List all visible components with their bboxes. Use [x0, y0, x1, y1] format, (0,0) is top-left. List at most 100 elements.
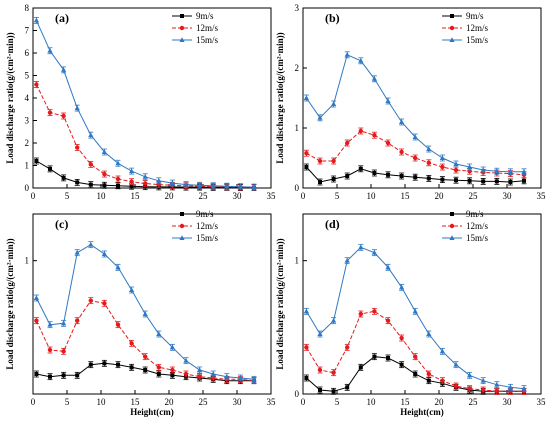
data-point — [426, 160, 431, 165]
data-point — [224, 183, 230, 189]
data-point — [304, 376, 309, 380]
data-point — [439, 348, 445, 354]
data-point — [331, 370, 336, 375]
x-tick-label: 15 — [401, 191, 411, 201]
panel-label: (d) — [325, 217, 340, 231]
data-point — [358, 244, 364, 250]
data-point — [156, 178, 162, 183]
data-point — [75, 373, 80, 378]
data-point — [317, 367, 323, 373]
data-point — [480, 167, 486, 172]
data-point — [102, 361, 107, 366]
series-line — [305, 246, 525, 390]
panel-2: 0 5 10 15 20 25 30 35 1 Load discharge ratio(g/(c… — [5, 209, 276, 417]
data-point — [494, 389, 499, 394]
data-point — [413, 372, 418, 376]
data-point — [372, 309, 377, 314]
data-point — [142, 311, 148, 316]
data-point — [47, 347, 53, 353]
x-tick-label: 15 — [131, 191, 141, 201]
data-point — [331, 389, 336, 394]
data-point — [399, 362, 404, 367]
data-point — [426, 176, 431, 181]
data-point — [169, 344, 175, 350]
data-point — [47, 47, 53, 53]
legend-marker — [449, 223, 455, 229]
data-point — [47, 110, 53, 115]
x-tick-label: 35 — [267, 397, 277, 407]
data-point — [521, 385, 527, 391]
y-tick-label: 6 — [25, 48, 30, 58]
data-point — [304, 345, 309, 350]
data-point — [371, 249, 377, 255]
data-point — [440, 164, 445, 170]
data-point — [101, 251, 107, 256]
data-point — [453, 167, 459, 173]
y-tick-label: 0 — [295, 183, 300, 193]
y-tick-label: 1 — [25, 161, 30, 171]
data-point — [183, 181, 189, 187]
data-point — [303, 308, 309, 314]
series-line — [35, 20, 255, 188]
data-point — [34, 318, 39, 323]
data-point — [197, 182, 203, 188]
legend-marker — [179, 223, 185, 229]
data-point — [115, 160, 121, 166]
data-point — [331, 317, 337, 323]
data-point — [331, 101, 337, 106]
data-point — [318, 180, 322, 184]
data-point — [183, 371, 189, 377]
data-point — [494, 381, 500, 387]
x-tick-label: 20 — [435, 191, 445, 201]
data-point — [61, 113, 66, 119]
legend-marker — [180, 212, 184, 216]
data-point — [101, 149, 107, 154]
series-line — [35, 84, 255, 188]
data-point — [237, 183, 243, 189]
panel-label: (a) — [55, 11, 69, 25]
data-point — [494, 168, 500, 174]
data-point — [210, 371, 216, 376]
data-point — [34, 82, 39, 87]
data-point — [385, 140, 391, 146]
data-point — [142, 173, 148, 179]
data-point — [331, 158, 336, 164]
panel-label: (c) — [55, 217, 68, 231]
x-tick-label: 30 — [503, 397, 513, 407]
data-point — [413, 175, 418, 180]
panel-1: 0 5 10 15 20 25 30 35 0 1 2 3 Load discharge ratio(g… — [275, 3, 546, 201]
data-point — [454, 178, 458, 183]
y-tick-label: 3 — [295, 3, 300, 13]
data-point — [303, 95, 309, 100]
data-point — [129, 287, 135, 292]
x-tick-label: 25 — [199, 397, 209, 407]
data-point — [317, 158, 323, 164]
data-point — [251, 376, 257, 382]
panel-label: (b) — [325, 11, 340, 25]
plot-frame — [302, 213, 542, 395]
data-point — [116, 362, 120, 367]
data-point — [129, 365, 134, 370]
data-point — [358, 58, 364, 63]
legend-label: 9m/s — [466, 11, 484, 21]
data-point — [197, 374, 202, 379]
data-point — [372, 354, 377, 359]
y-tick-label: 7 — [25, 26, 30, 36]
data-point — [439, 155, 445, 160]
data-point — [115, 264, 121, 270]
data-point — [115, 322, 121, 327]
data-point — [344, 52, 350, 57]
plot-frame — [32, 213, 272, 395]
data-point — [210, 182, 216, 188]
data-point — [426, 378, 431, 383]
data-point — [453, 361, 459, 367]
data-point — [88, 132, 94, 138]
data-point — [399, 149, 404, 155]
x-tick-label: 5 — [335, 397, 340, 407]
x-tick-label: 25 — [199, 191, 209, 201]
data-point — [317, 331, 323, 336]
x-tick-label: 35 — [537, 397, 547, 407]
data-point — [412, 308, 418, 314]
data-point — [345, 385, 350, 390]
data-point — [156, 372, 161, 376]
